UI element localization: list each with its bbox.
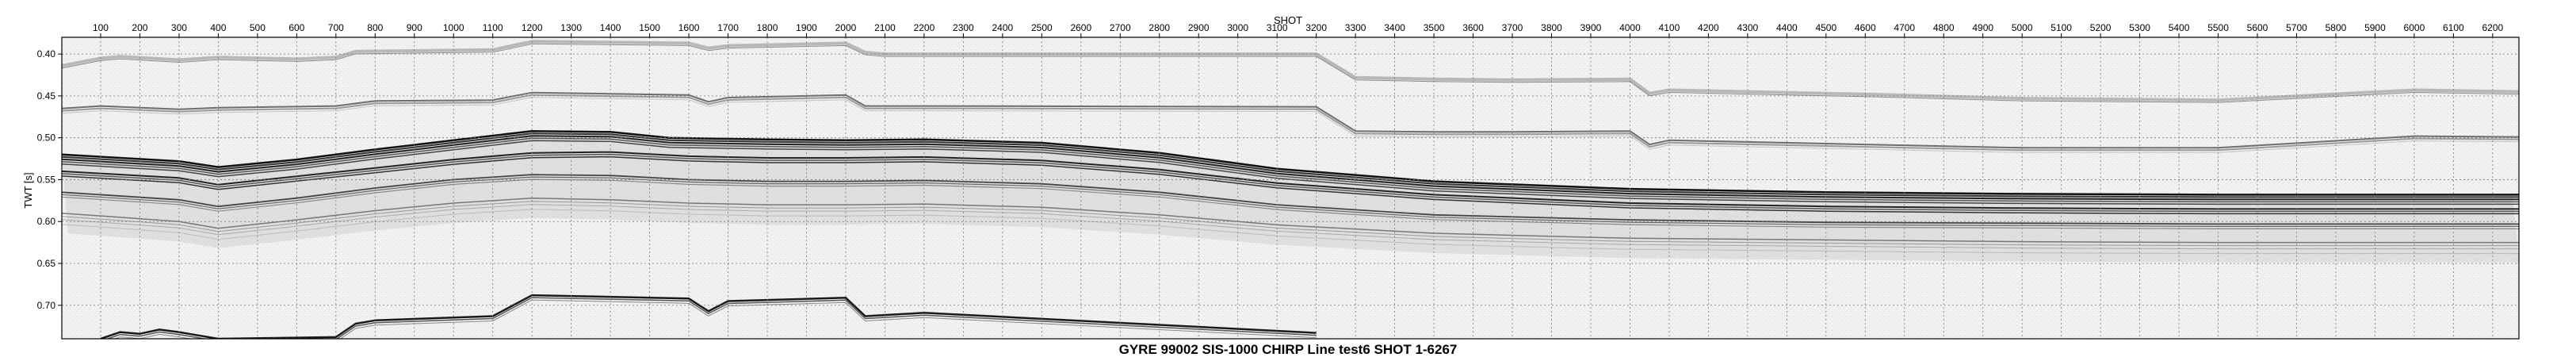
horizon-seafloor — [62, 129, 2519, 196]
y-tick-label: 0.70 — [37, 300, 56, 311]
x-tick-label: 4100 — [1659, 22, 1680, 33]
x-tick-label: 1800 — [757, 22, 778, 33]
x-tick-label: 5900 — [2364, 22, 2386, 33]
x-tick-label: 400 — [210, 22, 226, 33]
x-tick-label: 6200 — [2482, 22, 2504, 33]
x-tick-label: 2400 — [992, 22, 1014, 33]
x-tick-label: 1100 — [483, 22, 503, 33]
x-tick-label: 3400 — [1384, 22, 1405, 33]
y-tick-label: 0.65 — [37, 258, 56, 269]
horizon-multiple-2-band-2 — [62, 97, 2519, 153]
y-tick-label: 0.50 — [37, 132, 56, 144]
x-tick-label: 500 — [250, 22, 266, 33]
x-tick-label: 4000 — [1619, 22, 1641, 33]
x-tick-label: 5600 — [2247, 22, 2268, 33]
x-tick-label: 4900 — [1972, 22, 1993, 33]
horizon-seafloor-band-3 — [62, 137, 2519, 203]
horizon-surface-multiple-band-1 — [62, 43, 2519, 103]
x-tick-label: 4800 — [1933, 22, 1955, 33]
horizon-reflector-B-band-1 — [62, 176, 2519, 227]
x-tick-label: 800 — [367, 22, 383, 33]
x-tick-label: 2300 — [953, 22, 974, 33]
sediment-band — [62, 131, 2519, 263]
x-tick-label: 5100 — [2050, 22, 2072, 33]
x-tick-label: 3500 — [1424, 22, 1445, 33]
x-tick-label: 3000 — [1227, 22, 1248, 33]
x-tick-label: 1000 — [443, 22, 464, 33]
x-tick-label: 4200 — [1698, 22, 1719, 33]
x-tick-label: 6000 — [2404, 22, 2425, 33]
x-tick-label: 4300 — [1737, 22, 1759, 33]
horizon-multiple-2-band-1 — [62, 94, 2519, 152]
x-tick-label: 3700 — [1502, 22, 1523, 33]
x-tick-label: 200 — [132, 22, 147, 33]
x-tick-label: 1300 — [560, 22, 582, 33]
x-tick-label: 5700 — [2286, 22, 2307, 33]
x-tick-label: 6100 — [2443, 22, 2464, 33]
x-tick-label: 5800 — [2326, 22, 2347, 33]
x-tick-label: 5500 — [2207, 22, 2229, 33]
chart-title: GYRE 99002 SIS-1000 CHIRP Line test6 SHO… — [1119, 342, 1458, 357]
y-tick-label: 0.60 — [37, 216, 56, 227]
x-tick-label: 1900 — [796, 22, 817, 33]
x-tick-label: 2200 — [914, 22, 935, 33]
horizon-reflector-B-band-2 — [62, 179, 2519, 229]
x-tick-label: 4700 — [1894, 22, 1915, 33]
x-tick-label: 2700 — [1110, 22, 1131, 33]
x-tick-label: 3100 — [1267, 22, 1288, 33]
x-tick-label: 300 — [171, 22, 187, 33]
x-tick-label: 3300 — [1345, 22, 1366, 33]
x-tick-label: 5400 — [2169, 22, 2190, 33]
x-tick-label: 2800 — [1148, 22, 1170, 33]
x-tick-label: 2000 — [835, 22, 857, 33]
plot-frame — [61, 36, 2520, 340]
x-tick-label: 2500 — [1031, 22, 1053, 33]
x-tick-label: 4600 — [1855, 22, 1876, 33]
x-tick-label: 3600 — [1462, 22, 1484, 33]
horizon-reflector-A-band-2 — [62, 156, 2519, 215]
x-tick-label: 3800 — [1541, 22, 1562, 33]
x-tick-label: 1400 — [600, 22, 621, 33]
x-tick-label: 4400 — [1776, 22, 1798, 33]
horizon-reflector-C-band-2 — [62, 204, 2519, 250]
y-tick-label: 0.55 — [37, 174, 56, 185]
x-axis-label: SHOT — [1274, 14, 1302, 26]
x-tick-label: 2900 — [1188, 22, 1210, 33]
x-tick-label: 900 — [407, 22, 422, 33]
x-tick-label: 3900 — [1580, 22, 1602, 33]
x-tick-label: 1600 — [678, 22, 700, 33]
x-tick-label: 5000 — [2012, 22, 2033, 33]
x-tick-label: 100 — [93, 22, 109, 33]
x-tick-label: 1700 — [717, 22, 739, 33]
x-tick-label: 2600 — [1070, 22, 1091, 33]
y-tick-label: 0.45 — [37, 90, 56, 102]
y-tick-label: 0.40 — [37, 48, 56, 60]
y-axis-label: TWT [s] — [22, 172, 34, 208]
x-tick-label: 600 — [289, 22, 304, 33]
x-tick-label: 700 — [328, 22, 344, 33]
x-tick-label: 4500 — [1815, 22, 1836, 33]
x-tick-label: 3200 — [1305, 22, 1327, 33]
x-tick-label: 2100 — [874, 22, 896, 33]
x-tick-label: 1200 — [522, 22, 543, 33]
x-tick-label: 1500 — [639, 22, 660, 33]
x-tick-label: 5300 — [2129, 22, 2150, 33]
x-tick-label: 5200 — [2090, 22, 2112, 33]
horizon-multiple-2 — [62, 91, 2519, 149]
horizon-seafloor-multiple-band-2 — [113, 299, 1317, 339]
